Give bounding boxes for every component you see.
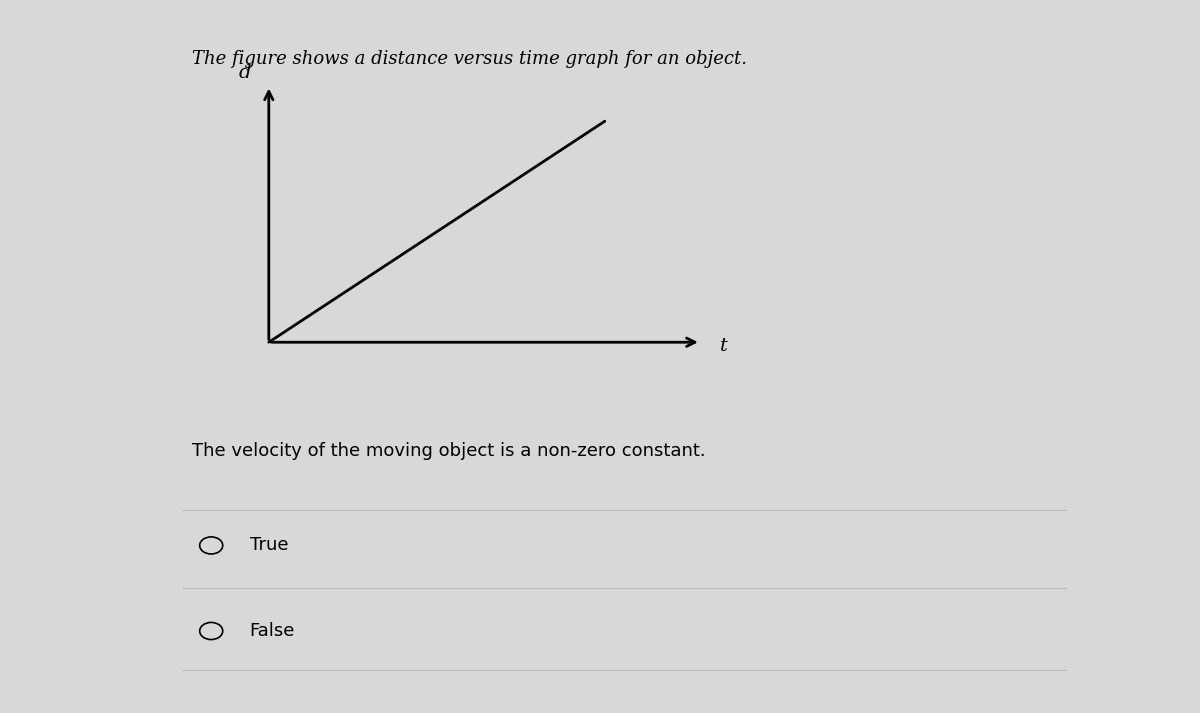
Text: d: d <box>239 64 251 82</box>
Text: The figure shows a distance versus time graph for an object.: The figure shows a distance versus time … <box>192 50 746 68</box>
Text: The velocity of the moving object is a non-zero constant.: The velocity of the moving object is a n… <box>192 442 706 460</box>
Text: False: False <box>250 622 295 640</box>
Text: t: t <box>720 337 728 355</box>
Text: True: True <box>250 536 288 555</box>
